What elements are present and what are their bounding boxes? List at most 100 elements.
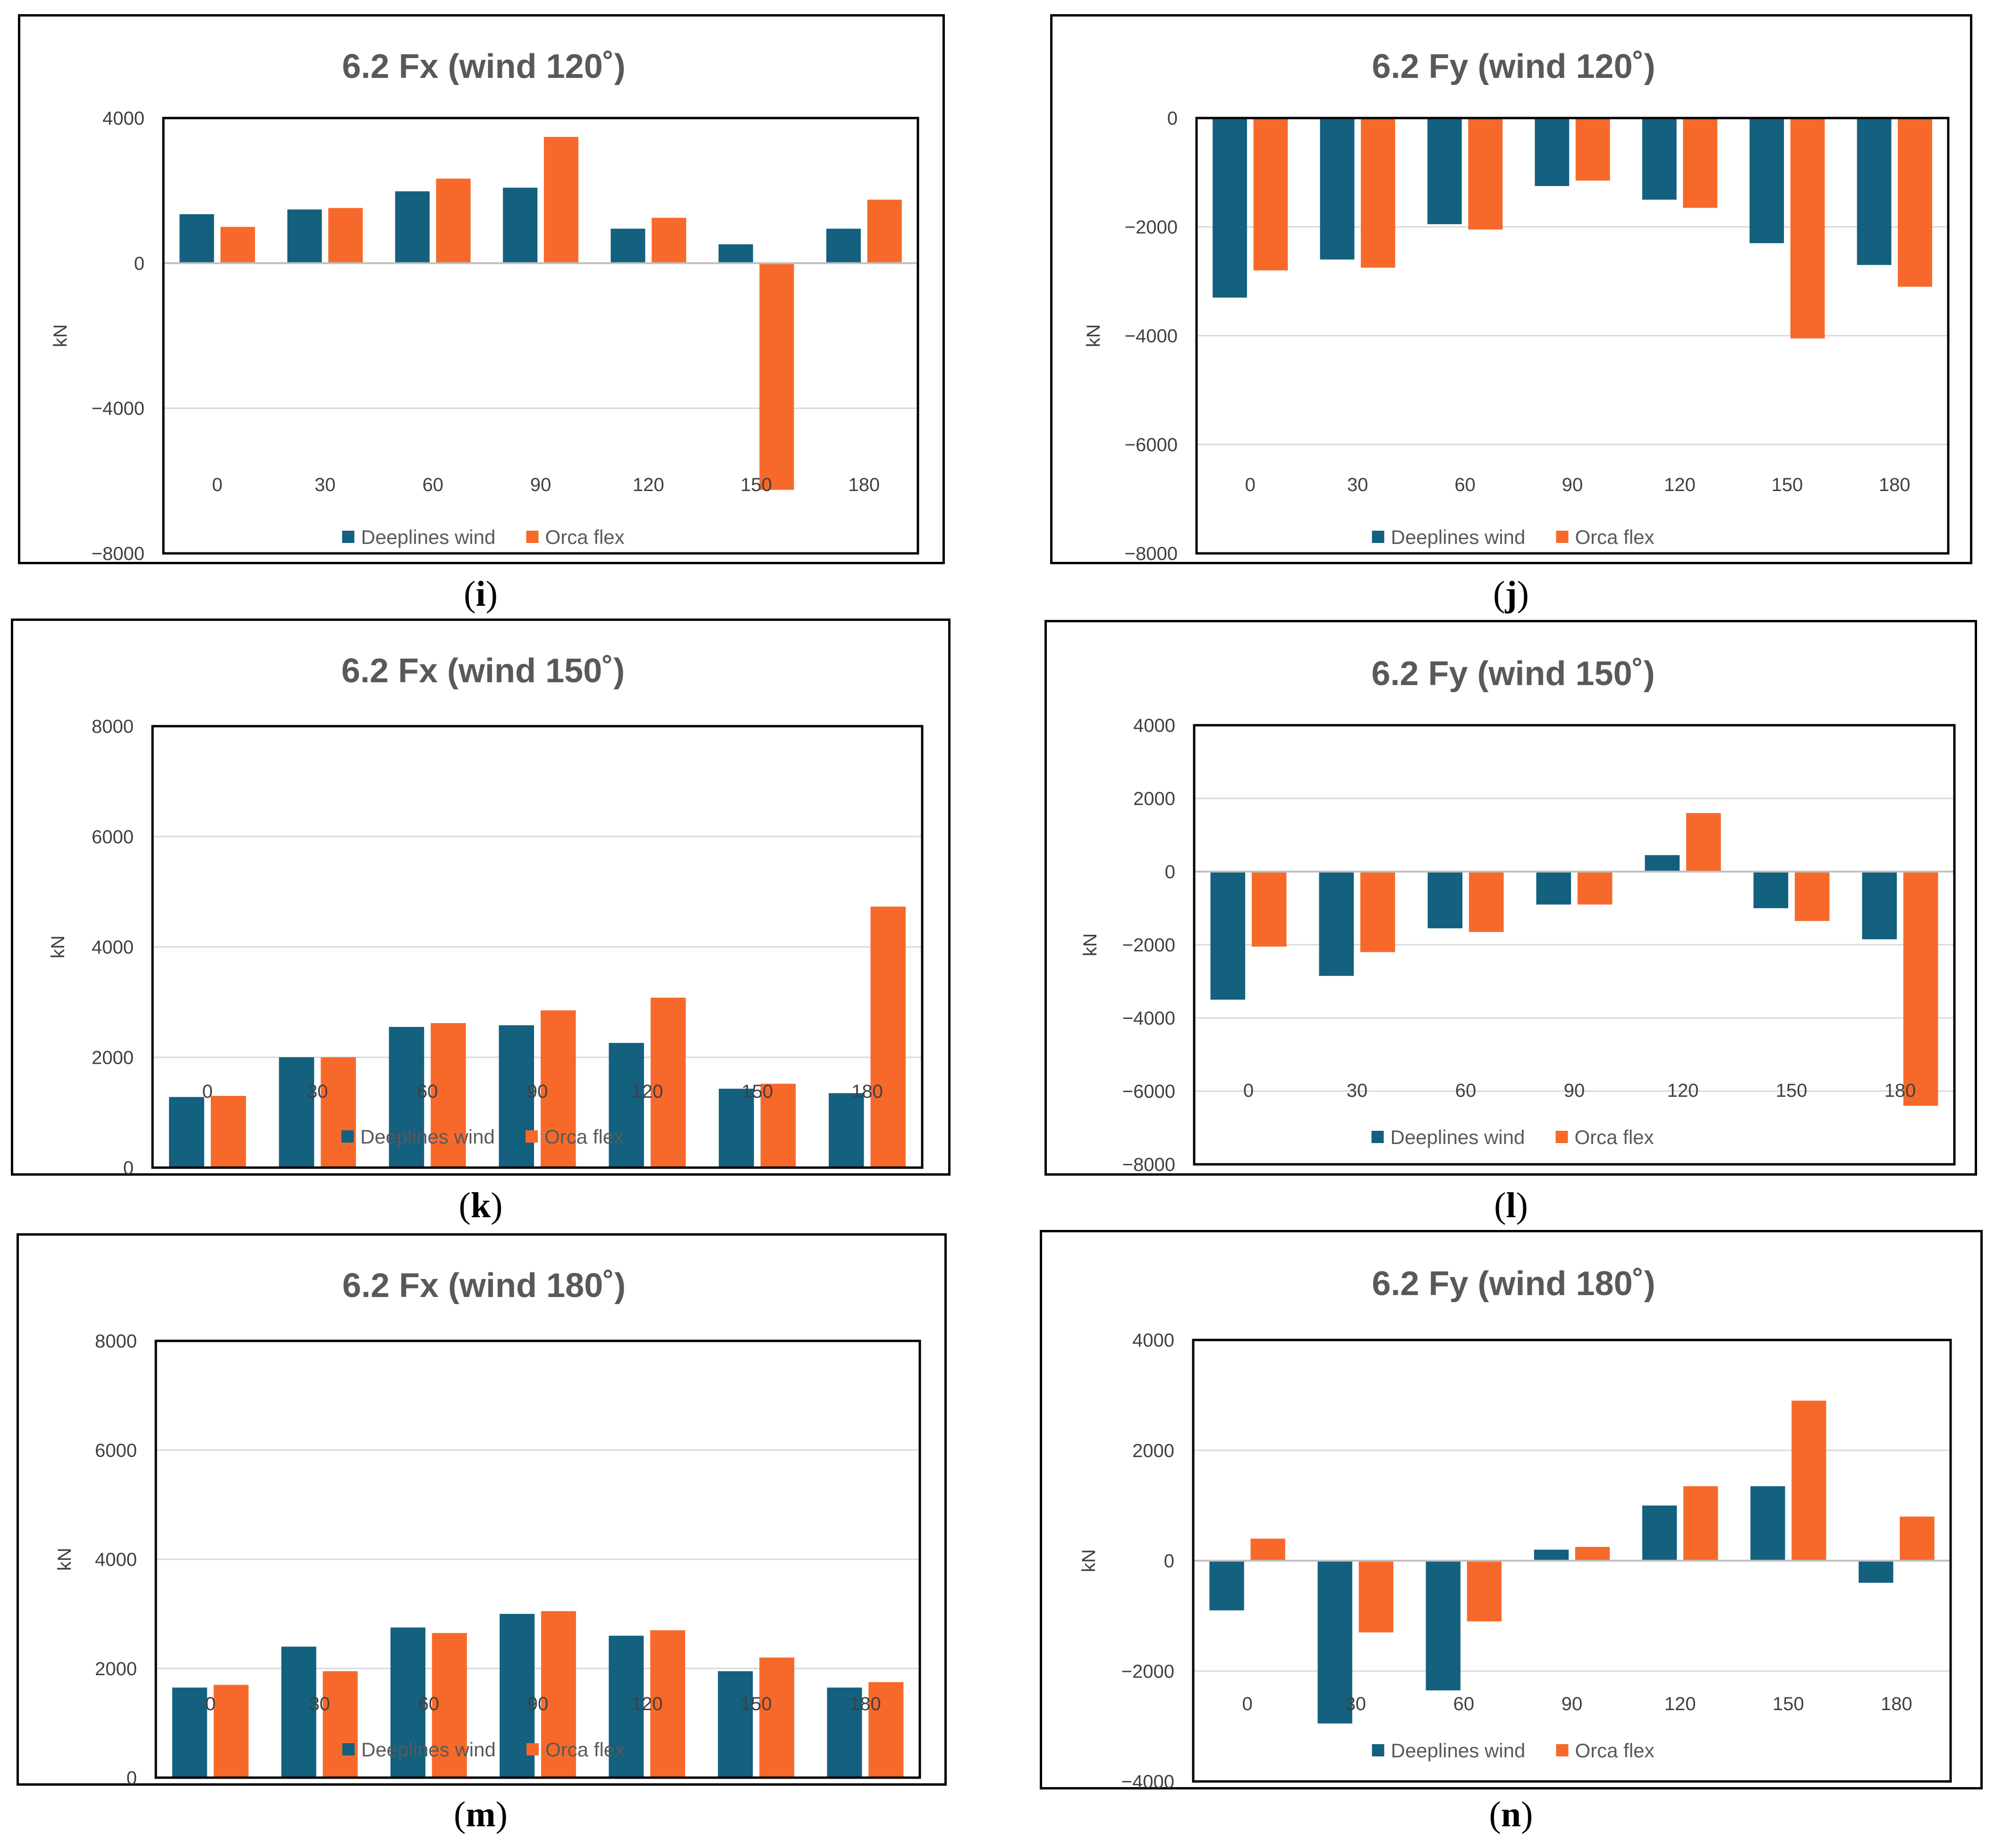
chart-panel-i: 6.2 Fx (wind 120˚) 4000 0 −4000 −8000 0 30 60 90…: [18, 14, 945, 564]
legend-label-deeplines: Deeplines wind: [1391, 1739, 1526, 1762]
bar-deeplines: [1427, 872, 1463, 929]
bar-deeplines: [1859, 1560, 1893, 1583]
x-tick-label: 30: [1347, 475, 1368, 495]
caption-l: (l): [1494, 1186, 1528, 1225]
chart-title: 6.2 Fx (wind 150˚): [341, 652, 625, 690]
x-tick-label: 150: [1771, 475, 1803, 495]
chart-m: 6.2 Fx (wind 180˚) 8000 6000 4000 2000 0 0 30 60…: [54, 1267, 921, 1788]
legend-swatch-deeplines: [1372, 531, 1384, 543]
bar-orcaflex: [1469, 872, 1504, 932]
x-tick-label: 60: [1454, 475, 1476, 495]
bar-deeplines: [1645, 855, 1680, 872]
x-tick-label: 30: [1345, 1694, 1366, 1714]
chart-title: 6.2 Fy (wind 150˚): [1371, 655, 1655, 693]
chart-l: 6.2 Fy (wind 150˚) 4000 2000 0 −2000 −4000 −60…: [1080, 655, 1956, 1175]
legend-swatch-deeplines: [341, 1130, 354, 1143]
bar-orcaflex: [1900, 1517, 1935, 1561]
y-tick-label: 2000: [1132, 1441, 1174, 1461]
legend-swatch-orcaflex: [1556, 531, 1569, 543]
caption-n: (n): [1489, 1795, 1533, 1834]
bar-deeplines: [1862, 872, 1897, 940]
bar-deeplines: [499, 1025, 535, 1168]
x-tick-label: 150: [740, 1694, 772, 1714]
legend-swatch-deeplines: [1372, 1744, 1384, 1756]
x-tick-label: 180: [848, 475, 880, 495]
x-tick-label: 90: [527, 1081, 548, 1102]
y-tick-label: −4000: [1125, 326, 1178, 347]
legend-swatch-orcaflex: [1555, 1131, 1568, 1143]
x-tick-label: 120: [1664, 475, 1696, 495]
y-tick-label: 0: [123, 1158, 134, 1178]
bar-orcaflex: [652, 218, 687, 263]
legend-label-orcaflex: Orca flex: [1575, 1739, 1655, 1762]
x-tick-label: 150: [1773, 1694, 1804, 1714]
bar-orcaflex: [1577, 872, 1613, 905]
bar-orcaflex: [213, 1685, 249, 1778]
bar-orcaflex: [432, 1633, 467, 1778]
bar-orcaflex: [759, 263, 794, 490]
bar-deeplines: [1534, 1550, 1569, 1561]
x-tick-label: 90: [530, 475, 552, 495]
bar-deeplines: [1209, 1560, 1244, 1611]
y-tick-label: 4000: [92, 937, 134, 958]
x-tick-label: 0: [202, 1081, 212, 1102]
x-tick-label: 60: [422, 475, 443, 495]
plot-frame: [1195, 117, 1950, 555]
bar-orcaflex: [436, 178, 471, 263]
bar-orcaflex: [1683, 1486, 1718, 1561]
bar-orcaflex: [1467, 1560, 1502, 1622]
y-axis-label: kN: [1078, 1549, 1099, 1572]
chart-n: 6.2 Fy (wind 180˚) 4000 2000 0 −2000 −4000 0 30…: [1078, 1265, 1952, 1792]
y-tick-label: −2000: [1121, 1661, 1174, 1682]
bar-orcaflex: [1898, 118, 1932, 287]
bar-deeplines: [281, 1646, 316, 1778]
bar-deeplines: [719, 1088, 754, 1168]
y-tick-label: −6000: [1122, 1081, 1175, 1102]
bar-orcaflex: [321, 1057, 356, 1168]
x-tick-label: 60: [418, 1694, 440, 1714]
x-tick-label: 30: [314, 475, 336, 495]
y-tick-label: 8000: [92, 716, 134, 737]
bar-orcaflex: [1791, 1400, 1826, 1561]
legend-swatch-orcaflex: [526, 531, 539, 543]
bar-deeplines: [1210, 872, 1246, 1000]
bar-orcaflex: [323, 1671, 358, 1778]
legend-label-orcaflex: Orca flex: [545, 1738, 625, 1761]
bar-deeplines: [826, 229, 861, 263]
bar-deeplines: [389, 1026, 424, 1168]
x-tick-label: 180: [1879, 475, 1910, 495]
x-tick-label: 120: [1667, 1080, 1699, 1101]
bar-orcaflex: [1794, 872, 1830, 921]
legend-label-orcaflex: Orca flex: [1575, 1126, 1654, 1148]
chart-title: 6.2 Fx (wind 120˚): [342, 48, 625, 85]
y-tick-label: 4000: [95, 1550, 137, 1570]
chart-panel-n: 6.2 Fy (wind 180˚) 4000 2000 0 −2000 −4000 0 30…: [1040, 1230, 1983, 1792]
legend-label-orcaflex: Orca flex: [544, 1126, 624, 1148]
y-tick-label: −8000: [92, 543, 144, 564]
x-tick-label: 30: [309, 1694, 330, 1714]
chart-j: 6.2 Fy (wind 120˚) 0 −2000 −4000 −6000 −8000 0…: [1083, 48, 1950, 564]
legend-swatch-deeplines: [1371, 1131, 1384, 1143]
y-tick-label: −4000: [1121, 1772, 1174, 1792]
bar-deeplines: [179, 214, 214, 263]
x-tick-label: 180: [1885, 1080, 1916, 1101]
plot-frame: [154, 1339, 921, 1779]
legend-label-deeplines: Deeplines wind: [1391, 1126, 1525, 1148]
bar-orcaflex: [211, 1096, 246, 1168]
y-tick-label: 6000: [92, 827, 134, 848]
bar-deeplines: [1317, 1560, 1352, 1724]
bar-deeplines: [287, 209, 322, 263]
bar-orcaflex: [868, 1682, 904, 1778]
y-tick-label: 2000: [95, 1659, 137, 1679]
legend-swatch-deeplines: [342, 531, 355, 543]
bar-deeplines: [1857, 118, 1892, 265]
bar-orcaflex: [1250, 1538, 1285, 1561]
bar-orcaflex: [650, 998, 686, 1168]
x-tick-label: 120: [633, 475, 664, 495]
chart-panel-j: 6.2 Fy (wind 120˚) 0 −2000 −4000 −6000 −8000 0…: [1050, 14, 1972, 564]
bar-deeplines: [169, 1097, 204, 1168]
bar-orcaflex: [870, 907, 906, 1168]
chart-title: 6.2 Fx (wind 180˚): [342, 1267, 626, 1305]
x-tick-label: 60: [1455, 1080, 1477, 1101]
y-tick-label: 2000: [1133, 788, 1175, 809]
